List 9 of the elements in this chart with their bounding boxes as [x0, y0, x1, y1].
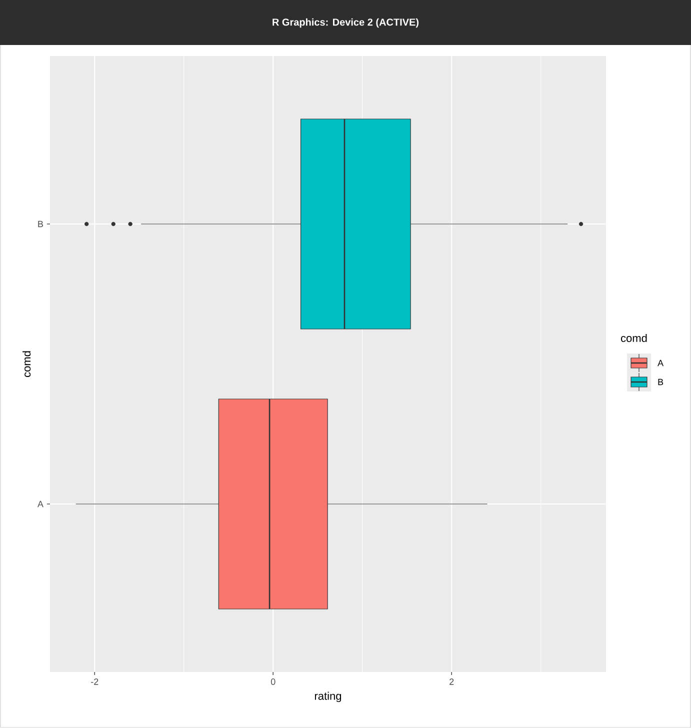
legend-title: comd — [621, 334, 647, 342]
x-axis-title: rating — [314, 692, 342, 702]
x-tick-label: -2 — [91, 678, 98, 685]
x-tick-label: 0 — [270, 678, 276, 685]
legend-label: A — [658, 360, 664, 366]
legend-label: B — [658, 378, 664, 386]
y-axis-title: comd — [22, 351, 31, 377]
x-tick-label: 2 — [450, 678, 454, 685]
text: R Graphics: Device 2 (ACTIVE) — [272, 18, 419, 28]
